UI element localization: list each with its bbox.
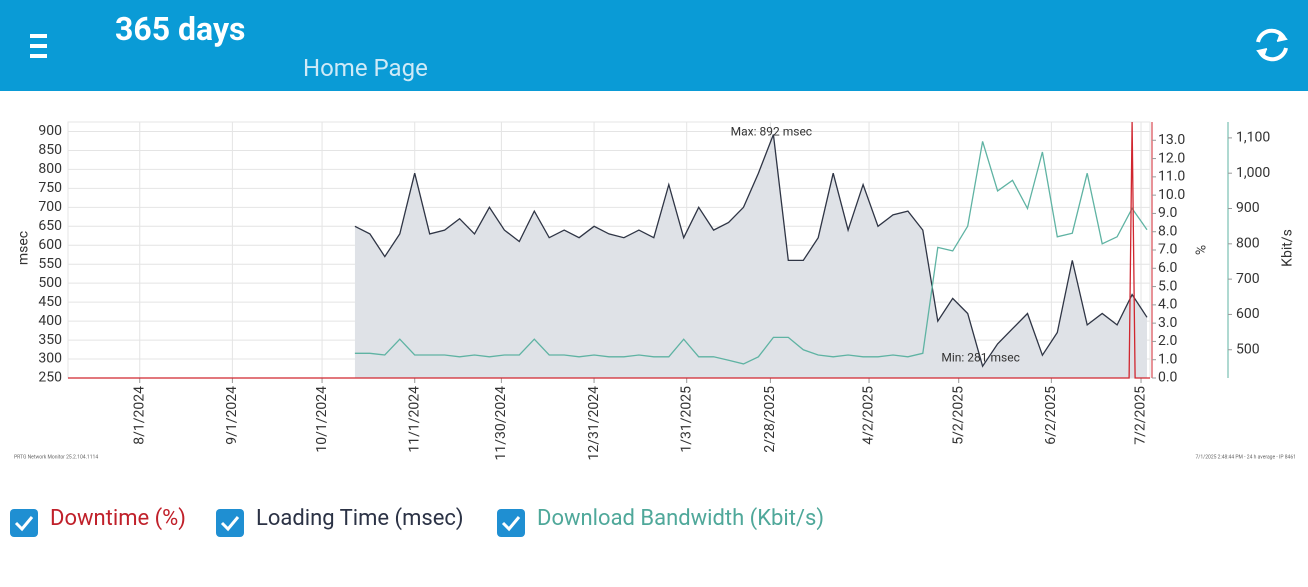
x-tick-label: 10/1/2024 (314, 386, 330, 453)
y-tick-label: 850 (38, 142, 62, 158)
y3-tick-label: 800 (1236, 236, 1260, 252)
y2-tick-label: 4.0 (1158, 297, 1178, 313)
y2-tick-label: 12.0 (1158, 150, 1185, 166)
y3-tick-label: 1,100 (1236, 130, 1270, 146)
footnote: 7/1/2025 2:48:44 PM - 24 h average - IP … (1195, 454, 1296, 460)
title: 365 days (115, 10, 246, 48)
x-tick-label: 11/30/2024 (493, 386, 509, 461)
y3-tick-label: 1,000 (1236, 165, 1270, 181)
legend-checkbox[interactable] (216, 509, 244, 537)
y2-tick-label: 1.0 (1158, 351, 1178, 367)
x-tick-label: 5/2/2025 (950, 386, 966, 445)
y-tick-label: 600 (38, 237, 62, 253)
y-tick-label: 450 (38, 294, 62, 310)
y2-tick-label: 11.0 (1158, 169, 1185, 185)
y2-tick-label: 9.0 (1158, 205, 1178, 221)
footnote: PRTG Network Monitor 25.2.104.1114 (14, 454, 98, 460)
annotation: Min: 281 msec (941, 350, 1019, 364)
y2-tick-label: 2.0 (1158, 333, 1178, 349)
y-tick-label: 650 (38, 218, 62, 234)
y2-tick-label: 8.0 (1158, 223, 1178, 239)
y2-tick-label: 7.0 (1158, 242, 1178, 258)
x-tick-label: 12/31/2024 (586, 386, 602, 461)
y3-tick-label: 600 (1236, 306, 1260, 322)
y-tick-label: 550 (38, 256, 62, 272)
y-tick-label: 400 (38, 313, 62, 329)
legend-checkbox[interactable] (10, 509, 38, 537)
y3-tick-label: 500 (1236, 341, 1260, 357)
y-tick-label: 700 (38, 199, 62, 215)
app-bar: 365 days Home Page (0, 0, 1308, 91)
chart: 250 300 350 400 450 500 550 600 650 700 750 800 850 9… (14, 121, 1296, 461)
line (68, 121, 1150, 379)
y-tick-label: 800 (38, 161, 62, 177)
y-tick-label: 300 (38, 351, 62, 367)
y-axis-title: msec (16, 231, 32, 265)
y-tick-label: 250 (38, 370, 62, 386)
menu-button[interactable] (30, 34, 47, 58)
y2-tick-label: 5.0 (1158, 278, 1178, 294)
y2-tick-label: 6.0 (1158, 260, 1178, 276)
x-tick-label: 8/1/2024 (131, 386, 147, 445)
y-tick-label: 750 (38, 180, 62, 196)
annotation: Max: 892 msec (731, 125, 812, 139)
y3-tick-label: 900 (1236, 200, 1260, 216)
x-tick-label: 4/2/2025 (861, 386, 877, 445)
y2-tick-label: 0.0 (1158, 370, 1178, 386)
area (354, 134, 1148, 378)
y2-tick-label: 13.0 (1158, 132, 1185, 148)
x-tick-label: 11/1/2024 (406, 386, 422, 453)
legend-checkbox[interactable] (497, 509, 525, 537)
legend-label: Loading Time (msec) (256, 506, 464, 531)
refresh-button[interactable] (1256, 28, 1288, 62)
y2-axis-title: % (1194, 245, 1210, 255)
line (354, 134, 1148, 368)
x-tick-label: 9/1/2024 (224, 386, 240, 445)
x-tick-label: 6/2/2025 (1043, 386, 1059, 445)
x-tick-label: 1/31/2025 (678, 386, 694, 453)
x-tick-label: 2/28/2025 (762, 386, 778, 453)
y-tick-label: 500 (38, 275, 62, 291)
legend-label: Downtime (%) (50, 506, 186, 531)
y3-axis-title: Kbit/s (1280, 229, 1296, 267)
legend-label: Download Bandwidth (Kbit/s) (537, 506, 825, 531)
subtitle: Home Page (303, 54, 428, 82)
y-tick-label: 900 (38, 123, 62, 139)
x-tick-label: 7/2/2025 (1133, 386, 1149, 445)
line (354, 141, 1148, 365)
y2-tick-label: 3.0 (1158, 315, 1178, 331)
y-tick-label: 350 (38, 332, 62, 348)
y2-tick-label: 10.0 (1158, 187, 1185, 203)
y3-tick-label: 700 (1236, 271, 1260, 287)
app-bar-icons (30, 28, 1288, 62)
